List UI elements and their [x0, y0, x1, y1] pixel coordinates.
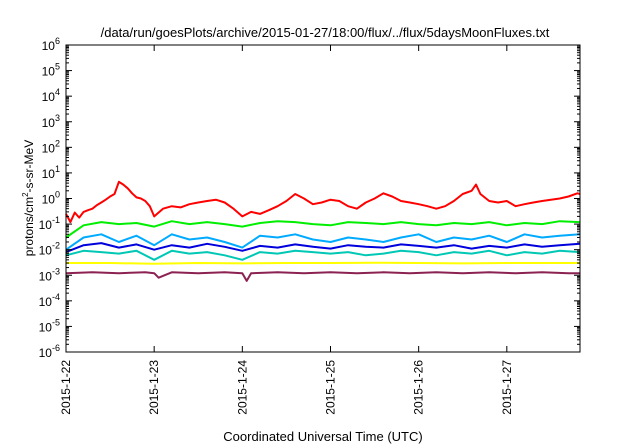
y-tick-exp: 2 [55, 138, 60, 148]
y-tick-label: 105 [42, 62, 60, 79]
y-tick-label: 103 [42, 113, 60, 130]
y-tick-base: 10 [42, 39, 56, 53]
y-tick-base: 10 [39, 244, 53, 258]
y-tick-label: 10-1 [39, 215, 60, 232]
y-tick-label: 101 [42, 164, 60, 181]
x-tick-label: 2015-1-22 [59, 360, 73, 415]
y-tick-exp: -1 [52, 215, 60, 225]
x-axis: 2015-1-22 2015-1-23 2015-1-24 2015-1-25 2015… [59, 45, 514, 415]
series-line [65, 220, 581, 239]
x-tick-label: 2015-1-24 [235, 360, 249, 415]
y-tick-base: 10 [42, 167, 56, 181]
y-tick-base: 10 [42, 65, 56, 79]
y-tick-label: 10-2 [39, 241, 60, 258]
series-line [65, 271, 580, 282]
y-tick-exp: 5 [55, 62, 60, 72]
y-tick-label: 104 [42, 87, 60, 104]
y-tick-exp: 6 [55, 36, 60, 46]
y-tick-label: 10-6 [39, 343, 60, 360]
y-tick-base: 10 [42, 141, 56, 155]
x-axis-label: Coordinated Universal Time (UTC) [223, 429, 422, 444]
series-line [65, 180, 581, 224]
y-axis-label-prefix: protons/cm [22, 197, 36, 256]
y-tick-label: 10-4 [39, 292, 60, 309]
y-tick-base: 10 [39, 218, 53, 232]
y-tick-exp: 3 [55, 113, 60, 123]
series-line [65, 242, 581, 254]
y-tick-exp: 4 [55, 87, 60, 97]
chart-title: /data/run/goesPlots/archive/2015-01-27/1… [101, 25, 550, 40]
y-tick-exp: 0 [55, 190, 60, 200]
y-tick-base: 10 [42, 193, 56, 207]
y-tick-exp: -4 [52, 292, 60, 302]
x-tick-label: 2015-1-27 [500, 360, 514, 415]
plot-frame [65, 44, 581, 353]
y-tick-base: 10 [42, 90, 56, 104]
y-tick-base: 10 [42, 116, 56, 130]
y-tick-label: 10-5 [39, 317, 60, 334]
y-tick-exp: -2 [52, 241, 60, 251]
y-tick-label: 106 [42, 36, 60, 53]
y-tick-exp: 1 [55, 164, 60, 174]
y-tick-label: 100 [42, 190, 60, 207]
y-tick-base: 10 [39, 295, 53, 309]
series-line [65, 233, 581, 251]
y-tick-label: 10-3 [39, 266, 60, 283]
x-tick-label: 2015-1-25 [323, 360, 337, 415]
series-line [66, 261, 580, 265]
y-axis-label-suffix: -s-sr-MeV [22, 140, 36, 193]
y-tick-exp: -3 [52, 266, 60, 276]
y-tick-exp: -5 [52, 317, 60, 327]
x-tick-label: 2015-1-26 [412, 360, 426, 415]
y-axis: 10-610-510-410-310-210-11001011021031041… [39, 36, 580, 360]
y-axis-label-sup: 2 [21, 192, 30, 197]
series-line [65, 249, 581, 261]
x-tick-label: 2015-1-23 [147, 360, 161, 415]
y-tick-exp: -6 [52, 343, 60, 353]
y-tick-base: 10 [39, 320, 53, 334]
y-tick-base: 10 [39, 269, 53, 283]
y-axis-label: protons/cm2-s-sr-MeV [21, 140, 36, 256]
y-tick-label: 102 [42, 138, 60, 155]
series-layer [65, 180, 581, 282]
y-tick-base: 10 [39, 346, 53, 360]
